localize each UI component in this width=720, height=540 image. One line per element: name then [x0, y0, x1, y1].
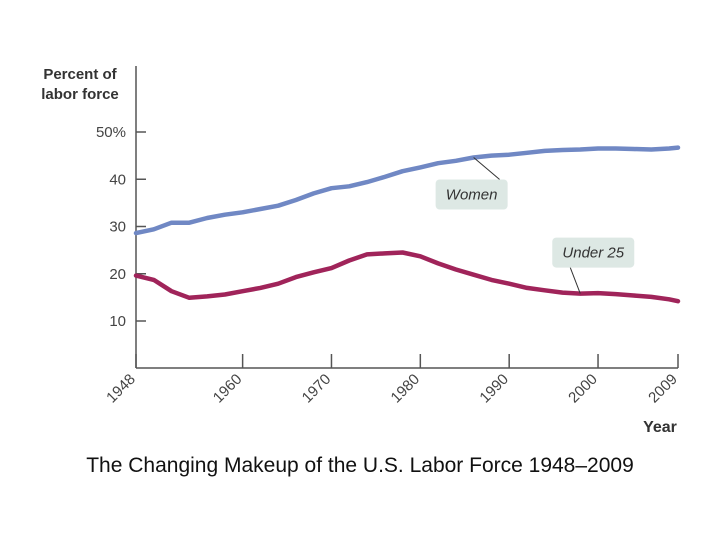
callout-box [435, 179, 508, 210]
series-line-women [133, 145, 681, 236]
callout-leader-line [569, 267, 581, 294]
x-tick-label: 2009 [645, 371, 681, 407]
series-label-callouts: Women Under 25 [435, 157, 635, 294]
x-tick-label: 1990 [476, 371, 512, 407]
callout-box [552, 237, 635, 268]
chart-caption: The Changing Makeup of the U.S. Labor Fo… [86, 454, 634, 477]
series-label-women: Women [446, 187, 498, 204]
x-tick-label: 1970 [299, 371, 335, 407]
series-label-under-25: Under 25 [562, 245, 624, 262]
y-tick-label: 50% [96, 124, 126, 141]
y-tick-label: 30 [109, 219, 126, 236]
y-tick-label: 20 [109, 266, 126, 283]
y-axis-ticks: 10 20 30 40 50% [96, 124, 146, 330]
y-axis-title-line1: Percent of [43, 66, 117, 83]
y-axis-title-line2: labor force [41, 86, 119, 103]
x-tick-label: 2000 [565, 371, 601, 407]
x-axis-title: Year [643, 419, 677, 436]
series-lines [133, 145, 681, 304]
x-tick-label: 1960 [210, 371, 246, 407]
x-tick-label: 1948 [103, 371, 139, 407]
series-line-under-25 [133, 250, 681, 304]
y-tick-label: 10 [109, 313, 126, 330]
x-axis-ticks: 1948 1960 1970 1980 1990 2000 2009 [103, 354, 681, 406]
x-tick-label: 1980 [388, 371, 424, 407]
callout-leader-line [473, 157, 500, 180]
y-tick-label: 40 [109, 171, 126, 188]
